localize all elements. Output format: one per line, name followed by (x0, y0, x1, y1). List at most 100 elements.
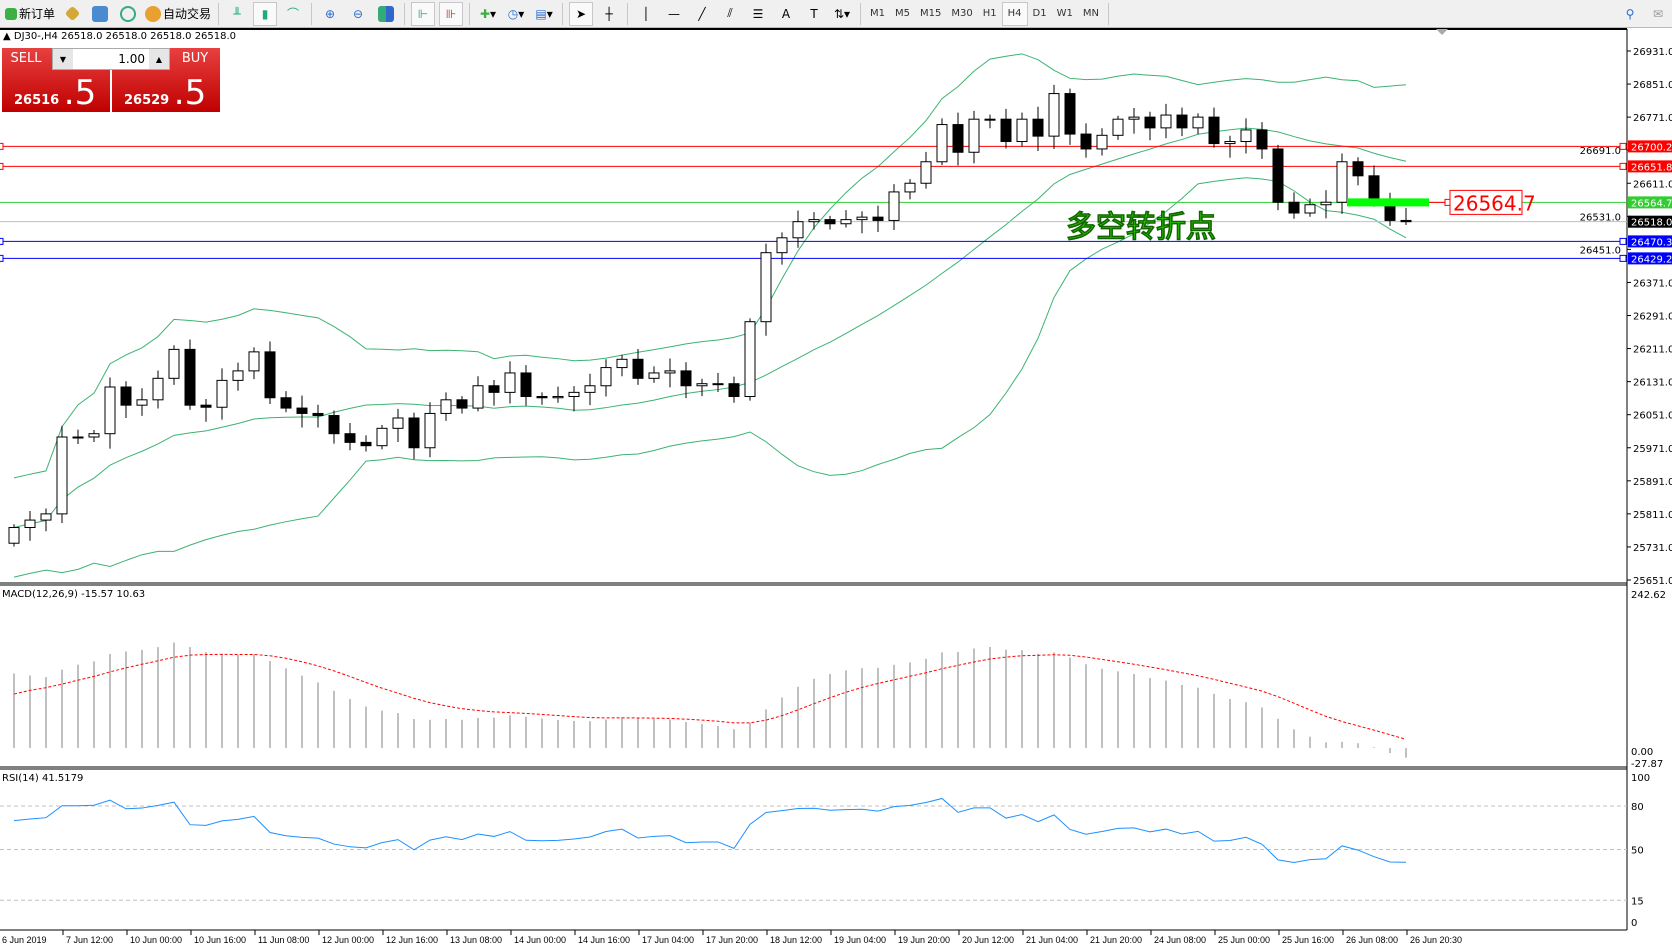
candle-body (712, 383, 724, 386)
candle-body (1160, 114, 1172, 129)
line-handle (0, 142, 4, 150)
timeframe-mn[interactable]: MN (1082, 8, 1099, 19)
chat-button[interactable]: ✉ (1646, 2, 1670, 26)
fibonacci-tool[interactable]: ☰ (746, 2, 770, 26)
lot-increase-button[interactable]: ▲ (149, 49, 169, 69)
timeframe-m15[interactable]: M15 (920, 8, 942, 19)
arrows-tool[interactable]: ⇅ ▾ (833, 6, 851, 21)
rsi-axis-label: 0 (1631, 918, 1637, 929)
price-tick-label: 25891.0 (1633, 477, 1672, 488)
rsi-axis-label: 15 (1631, 896, 1644, 907)
candle (728, 376, 740, 403)
candle (8, 524, 20, 547)
candle-body (1208, 116, 1220, 145)
rsi-line (13, 797, 1407, 864)
signals-button[interactable] (116, 2, 140, 26)
timeframe-h4[interactable]: H4 (1001, 1, 1028, 26)
price-tick-label: 26611.0 (1633, 179, 1672, 190)
candle-body (1128, 116, 1140, 120)
trendline-tool[interactable]: ╱ (690, 2, 714, 26)
search-button[interactable]: ⚲ (1618, 2, 1642, 26)
clock-icon: ◷ (507, 6, 519, 21)
candle (888, 184, 900, 230)
candle-body (760, 252, 772, 323)
editor-icon (92, 5, 109, 22)
candle (1064, 88, 1076, 145)
rsi-axis-label: 80 (1631, 802, 1644, 813)
candle-body (632, 358, 644, 379)
candle (760, 243, 772, 336)
metaeditor-button[interactable] (88, 2, 112, 26)
periods-button[interactable]: ◷ ▾ (507, 6, 525, 21)
timeframe-d1[interactable]: D1 (1032, 8, 1047, 19)
candle-body (1320, 201, 1332, 206)
chart-shift-button[interactable]: ⊪ (439, 1, 464, 26)
candle (24, 510, 36, 541)
lot-decrease-button[interactable]: ▼ (53, 49, 73, 69)
templates-button[interactable]: ▤ ▾ (535, 6, 553, 21)
zoom-in-button[interactable]: ⊕ (318, 2, 342, 26)
crosshair-tool[interactable]: ┼ (597, 2, 621, 26)
candle-body (536, 396, 548, 399)
history-center-button[interactable] (60, 2, 84, 26)
timeframe-h1[interactable]: H1 (982, 8, 997, 19)
candle (168, 345, 180, 385)
horizontal-line-tool[interactable]: — (662, 2, 686, 26)
price-tick-label: 26211.0 (1633, 345, 1672, 356)
bar-chart-button[interactable]: ╨ (225, 2, 249, 26)
sell-button[interactable]: SELL 26516 .5 (2, 48, 110, 112)
candle (344, 422, 356, 451)
candle (936, 118, 948, 166)
equidistant-channel-tool[interactable]: ⫽ (718, 2, 742, 26)
candle-body (456, 399, 468, 409)
candle-body (56, 436, 68, 515)
text-tool[interactable]: A (774, 2, 798, 26)
candle-body (584, 385, 596, 393)
candle (456, 396, 468, 414)
annotation-handle (1444, 198, 1451, 206)
candle-body (184, 348, 196, 406)
candle-body (744, 321, 756, 398)
timeframe-m30[interactable]: M30 (951, 8, 973, 19)
candle-body (1176, 114, 1188, 129)
candle-body (1032, 118, 1044, 137)
timeframe-m5[interactable]: M5 (895, 8, 911, 19)
time-label: 24 Jun 08:00 (1154, 935, 1206, 945)
new-order-button[interactable]: 新订单 (4, 2, 56, 26)
add-indicator-icon: ✚ (479, 6, 491, 21)
lot-size-input[interactable]: 1.00 (118, 52, 145, 66)
line-handle (0, 162, 4, 170)
auto-trading-button[interactable]: 自动交易 (144, 2, 212, 26)
candle (1112, 115, 1124, 140)
vertical-line-icon: │ (642, 6, 650, 21)
folder-icon (64, 5, 80, 22)
line-chart-button[interactable]: ⌒ (281, 2, 305, 26)
candle-body (408, 417, 420, 449)
zoom-out-button[interactable]: ⊖ (346, 2, 370, 26)
auto-scroll-button[interactable]: ⊩ (411, 1, 436, 26)
price-level-badge (1628, 235, 1672, 248)
timeframe-m1[interactable]: M1 (870, 8, 886, 19)
line-handle (0, 254, 4, 262)
indicators-button[interactable]: ✚ ▾ (479, 6, 497, 21)
cursor-tool[interactable]: ➤ (569, 1, 594, 26)
candle (136, 388, 148, 416)
timeframe-w1[interactable]: W1 (1056, 8, 1073, 19)
candle (824, 215, 836, 230)
candle-body (1288, 201, 1300, 214)
chart-shift-marker (1436, 29, 1448, 35)
candle (872, 205, 884, 233)
candle (920, 151, 932, 189)
time-label: 21 Jun 04:00 (1026, 935, 1078, 945)
text-label-tool[interactable]: T (802, 2, 826, 26)
candlestick-button[interactable]: ▮ (253, 1, 278, 26)
candle-body (280, 397, 292, 409)
time-label: 25 Jun 00:00 (1218, 935, 1270, 945)
line-handle (1619, 254, 1627, 262)
collapse-triangle-icon[interactable]: ▲ (3, 31, 14, 42)
chat-icon: ✉ (1652, 6, 1664, 21)
candle (56, 425, 68, 523)
vertical-line-tool[interactable]: │ (634, 2, 658, 26)
tile-windows-button[interactable] (374, 2, 398, 26)
